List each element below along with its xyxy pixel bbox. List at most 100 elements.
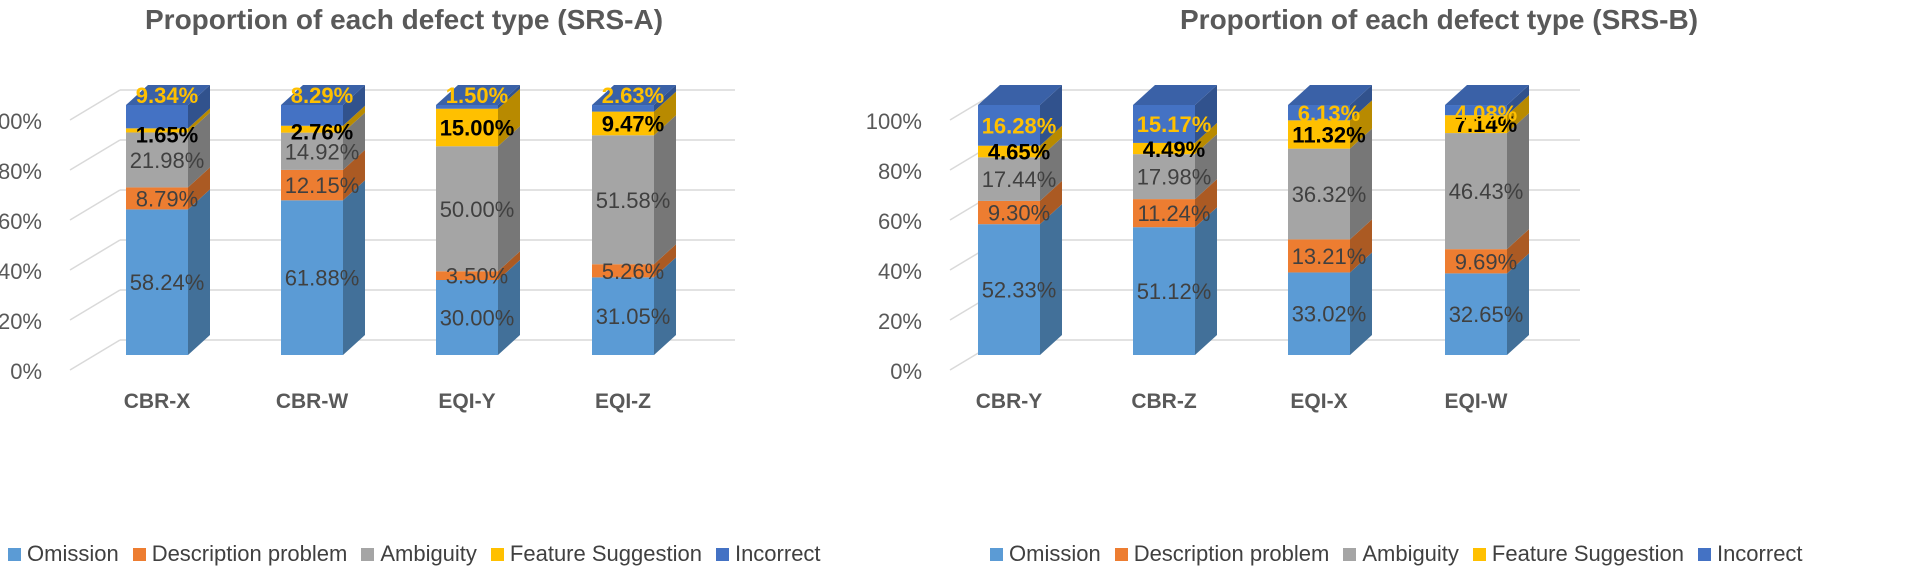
data-label: 4.65% bbox=[988, 140, 1050, 165]
data-label: 9.47% bbox=[602, 111, 664, 136]
data-label: 14.92% bbox=[285, 139, 360, 164]
legend-item: Feature Suggestion bbox=[490, 541, 702, 567]
data-label: 9.69% bbox=[1455, 249, 1517, 274]
data-label: 51.58% bbox=[596, 188, 671, 213]
bar-segment-omission bbox=[126, 209, 188, 355]
bar-segment-incorrect bbox=[592, 105, 654, 112]
bar-segment-incorrect bbox=[436, 105, 498, 109]
bar-side-ambiguity bbox=[343, 112, 365, 170]
bar-side-description-problem bbox=[498, 251, 520, 280]
chart-panel-srs-a: Proportion of each defect type (SRS-A) 0… bbox=[0, 0, 960, 574]
legend-item: Incorrect bbox=[715, 541, 821, 567]
data-label: 6.13% bbox=[1298, 101, 1360, 126]
x-tick-label: CBR-Y bbox=[976, 390, 1043, 413]
bar-side-omission bbox=[1507, 253, 1529, 355]
bar-side-incorrect bbox=[188, 85, 210, 129]
x-tick-label: CBR-X bbox=[124, 390, 191, 413]
bar-segment-feature-suggestion bbox=[436, 108, 498, 147]
bar-top bbox=[592, 85, 676, 105]
bar-top bbox=[1445, 85, 1529, 105]
data-label: 46.43% bbox=[1449, 179, 1524, 204]
bar-side-description-problem bbox=[188, 167, 210, 210]
bar-side-ambiguity bbox=[498, 126, 520, 272]
gridline-diagonal bbox=[69, 89, 121, 121]
data-label: 17.98% bbox=[1137, 165, 1212, 190]
bar-segment-ambiguity bbox=[978, 157, 1040, 201]
legend-swatch bbox=[1114, 547, 1128, 561]
bar-segment-incorrect bbox=[1288, 105, 1350, 121]
bar-segment-ambiguity bbox=[1133, 154, 1195, 200]
data-label: 1.50% bbox=[446, 83, 508, 108]
bar-side-ambiguity bbox=[1350, 128, 1372, 240]
data-label: 11.32% bbox=[1292, 122, 1365, 147]
bar-stack-eqi-y: 30.00% 3.50% 50.00% 15.00% 1.50% bbox=[436, 83, 520, 355]
gridline-diagonal bbox=[69, 139, 121, 171]
y-tick-label: 20% bbox=[878, 309, 922, 334]
bar-segment-description-problem bbox=[126, 187, 188, 210]
bar-side-omission bbox=[343, 180, 365, 355]
bar-side-description-problem bbox=[1040, 180, 1062, 225]
data-label: 13.21% bbox=[1292, 244, 1367, 269]
plot-area: 0% 20% 40% 60% 80% 100% 58.24% 8.79% 21.98%1.65%… bbox=[0, 83, 735, 413]
data-label: 2.76% bbox=[291, 120, 353, 145]
bar-side-incorrect bbox=[1507, 85, 1529, 116]
bar-side-feature-suggestion bbox=[1507, 95, 1529, 134]
bar-segment-omission bbox=[978, 224, 1040, 355]
bar-segment-feature-suggestion bbox=[126, 128, 188, 133]
bar-side-incorrect bbox=[498, 85, 520, 109]
data-label: 9.30% bbox=[988, 201, 1050, 226]
data-label: 4.08% bbox=[1455, 101, 1517, 126]
data-label: 12.15% bbox=[285, 173, 360, 198]
bar-segment-feature-suggestion bbox=[1445, 115, 1507, 134]
bar-segment-ambiguity bbox=[592, 135, 654, 265]
y-tick-label: 60% bbox=[878, 209, 922, 234]
legend-item: Omission bbox=[8, 541, 119, 567]
legend-item: Ambiguity bbox=[1343, 541, 1459, 567]
bar-segment-incorrect bbox=[126, 105, 188, 129]
bar-side-ambiguity bbox=[1040, 137, 1062, 201]
bar-stack-cbr-x: 58.24% 8.79% 21.98%1.65% 9.34% bbox=[126, 83, 210, 355]
data-label: 5.26% bbox=[602, 259, 664, 284]
data-label: 50.00% bbox=[440, 197, 515, 222]
data-label: 16.28% bbox=[982, 113, 1057, 138]
legend-swatch bbox=[8, 547, 21, 561]
bar-side-description-problem bbox=[654, 244, 676, 278]
legend-item: Incorrect bbox=[1697, 541, 1803, 567]
bar-side-ambiguity bbox=[1195, 134, 1217, 200]
legend-swatch bbox=[361, 547, 375, 561]
bar-segment-description-problem bbox=[1288, 239, 1350, 273]
bar-top bbox=[126, 85, 210, 105]
legend-item: Feature Suggestion bbox=[1472, 541, 1684, 567]
bar-segment-omission bbox=[436, 280, 498, 355]
bar-side-feature-suggestion bbox=[1350, 100, 1372, 149]
bar-segment-feature-suggestion bbox=[978, 145, 1040, 158]
data-label: 51.12% bbox=[1137, 279, 1212, 304]
bar-side-description-problem bbox=[1350, 219, 1372, 273]
bar-side-incorrect bbox=[1040, 85, 1062, 146]
bar-side-feature-suggestion bbox=[1040, 125, 1062, 158]
x-tick-label: CBR-Z bbox=[1131, 390, 1196, 413]
legend-label: Omission bbox=[1009, 541, 1101, 566]
bar-side-description-problem bbox=[1195, 179, 1217, 228]
bar-side-feature-suggestion bbox=[1195, 122, 1217, 155]
data-label: 1.65% bbox=[136, 122, 198, 147]
bar-side-omission bbox=[188, 189, 210, 355]
bar-side-omission bbox=[654, 257, 676, 355]
bar-segment-incorrect bbox=[281, 105, 343, 126]
chart-title: Proportion of each defect type (SRS-B) bbox=[1180, 4, 1699, 35]
data-label: 58.24% bbox=[130, 270, 205, 295]
legend-label: Ambiguity bbox=[380, 541, 477, 566]
bar-top bbox=[1133, 85, 1217, 105]
bar-segment-ambiguity bbox=[1288, 148, 1350, 240]
y-tick-label: 40% bbox=[0, 259, 42, 284]
bar-segment-description-problem bbox=[592, 264, 654, 278]
data-label: 21.98% bbox=[130, 148, 205, 173]
legend-label: Ambiguity bbox=[1362, 541, 1459, 566]
data-label: 32.65% bbox=[1449, 302, 1524, 327]
legend-item: Ambiguity bbox=[361, 541, 477, 567]
bar-top bbox=[978, 85, 1062, 105]
bar-side-ambiguity bbox=[1507, 113, 1529, 250]
bar-segment-ambiguity bbox=[436, 146, 498, 272]
bar-side-omission bbox=[498, 260, 520, 355]
bar-stack-cbr-y: 52.33% 9.30% 17.44%4.65%16.28% bbox=[978, 85, 1062, 355]
